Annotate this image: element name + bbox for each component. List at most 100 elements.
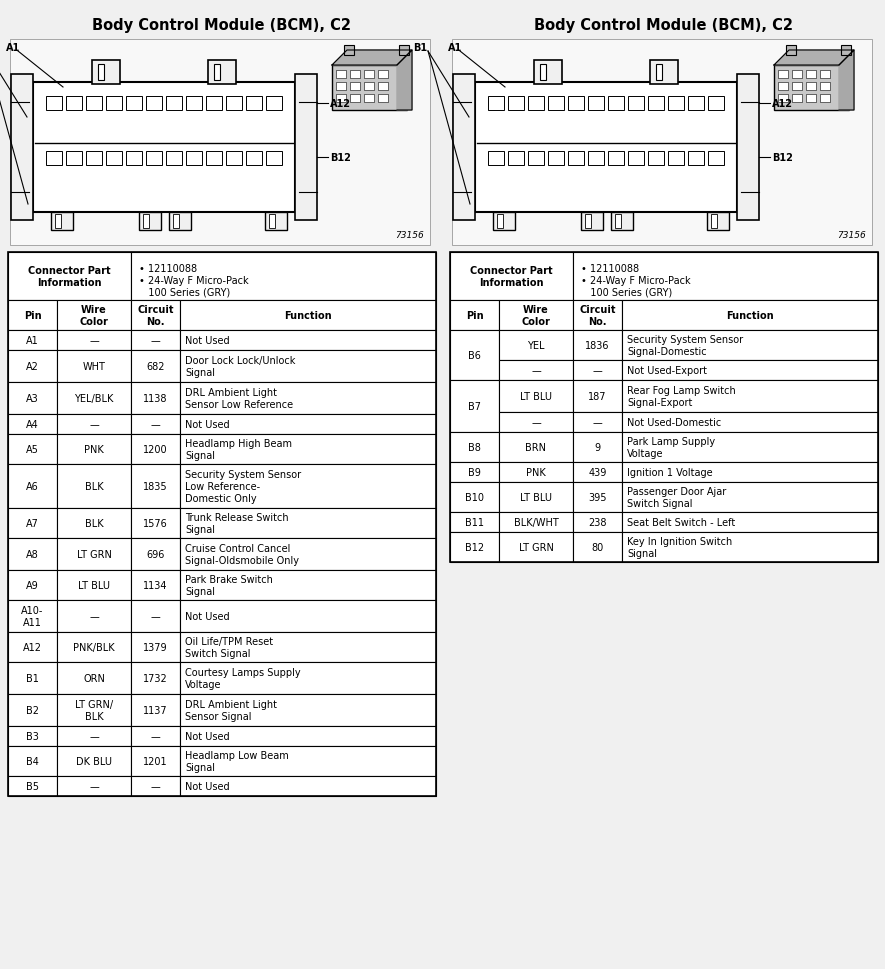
Text: Not Used: Not Used <box>185 732 229 741</box>
Text: 395: 395 <box>589 492 607 503</box>
Bar <box>131 633 180 663</box>
Bar <box>499 360 573 381</box>
Bar <box>499 300 573 330</box>
Bar <box>57 746 131 776</box>
Bar <box>450 483 499 513</box>
Bar <box>488 97 504 110</box>
Bar <box>622 300 878 330</box>
Text: BRN: BRN <box>526 443 547 453</box>
Text: —: — <box>89 781 99 791</box>
Bar <box>806 95 816 103</box>
Text: ORN: ORN <box>83 673 105 683</box>
Bar <box>57 663 131 694</box>
Bar <box>139 213 161 231</box>
Bar <box>841 46 851 56</box>
Text: Park Brake Switch
Signal: Park Brake Switch Signal <box>185 575 273 596</box>
Bar <box>180 663 436 694</box>
Text: A7: A7 <box>26 518 39 528</box>
Bar <box>106 152 122 166</box>
Bar <box>66 152 82 166</box>
Text: Cruise Control Cancel
Signal-Oldsmobile Only: Cruise Control Cancel Signal-Oldsmobile … <box>185 544 299 565</box>
Bar <box>450 532 499 562</box>
Bar <box>131 509 180 539</box>
Text: A4: A4 <box>27 420 39 429</box>
Text: Key In Ignition Switch
Signal: Key In Ignition Switch Signal <box>627 537 732 558</box>
Bar <box>378 71 388 78</box>
Text: B9: B9 <box>468 467 481 478</box>
Bar <box>450 253 878 562</box>
Text: 73156: 73156 <box>396 231 424 239</box>
Bar <box>131 726 180 746</box>
Bar <box>622 432 878 462</box>
Text: Not Used: Not Used <box>185 781 229 791</box>
Bar <box>806 71 816 78</box>
Bar <box>8 539 57 571</box>
Bar <box>166 152 182 166</box>
Bar <box>378 95 388 103</box>
Bar <box>57 464 131 509</box>
Bar <box>336 83 346 91</box>
Text: Security System Sensor
Signal-Domestic: Security System Sensor Signal-Domestic <box>627 335 743 357</box>
Bar <box>8 726 57 746</box>
Bar <box>737 75 759 221</box>
Bar <box>628 97 644 110</box>
Text: • 24-Way F Micro-Pack
   100 Series (GRY): • 24-Way F Micro-Pack 100 Series (GRY) <box>139 276 249 297</box>
Bar <box>573 330 622 360</box>
Bar <box>180 694 436 726</box>
Bar <box>820 83 830 91</box>
Polygon shape <box>774 51 854 66</box>
Bar <box>622 462 878 483</box>
Bar <box>364 71 374 78</box>
Bar <box>166 97 182 110</box>
Text: 1576: 1576 <box>143 518 168 528</box>
Bar <box>57 633 131 663</box>
Bar <box>8 776 57 797</box>
Text: • 24-Way F Micro-Pack
   100 Series (GRY): • 24-Way F Micro-Pack 100 Series (GRY) <box>581 276 690 297</box>
Bar <box>573 483 622 513</box>
Text: BLK: BLK <box>85 518 104 528</box>
Text: B12: B12 <box>465 543 484 552</box>
Bar <box>180 633 436 663</box>
Text: —: — <box>531 418 541 427</box>
Bar <box>622 532 878 562</box>
Bar <box>8 253 436 797</box>
Bar <box>688 152 704 166</box>
Bar <box>186 97 202 110</box>
Text: 682: 682 <box>146 361 165 372</box>
Bar <box>493 213 515 231</box>
Text: Trunk Release Switch
Signal: Trunk Release Switch Signal <box>185 513 289 534</box>
Bar <box>131 694 180 726</box>
Bar <box>499 462 573 483</box>
Bar <box>180 776 436 797</box>
Text: Circuit
No.: Circuit No. <box>580 305 616 327</box>
Text: BLK: BLK <box>85 482 104 491</box>
Bar <box>8 330 57 351</box>
Bar <box>8 351 57 383</box>
Bar <box>707 213 729 231</box>
Bar <box>8 663 57 694</box>
Text: 1835: 1835 <box>143 482 168 491</box>
Text: Passenger Door Ajar
Switch Signal: Passenger Door Ajar Switch Signal <box>627 486 727 509</box>
Text: LT GRN: LT GRN <box>77 549 112 559</box>
Bar <box>573 413 622 432</box>
Bar <box>226 97 242 110</box>
Bar <box>648 97 664 110</box>
Text: 696: 696 <box>146 549 165 559</box>
Bar <box>57 726 131 746</box>
Bar <box>57 571 131 601</box>
Bar <box>8 300 57 330</box>
Text: 1137: 1137 <box>143 705 168 715</box>
Bar <box>86 97 102 110</box>
Text: B8: B8 <box>468 443 481 453</box>
Text: A10-
A11: A10- A11 <box>21 606 43 627</box>
Bar <box>622 360 878 381</box>
Bar <box>332 66 407 110</box>
Bar <box>450 462 499 483</box>
Bar <box>46 97 62 110</box>
Text: Seat Belt Switch - Left: Seat Belt Switch - Left <box>627 517 735 527</box>
Bar <box>535 61 562 85</box>
Text: —: — <box>150 781 160 791</box>
Text: —: — <box>89 335 99 346</box>
Bar <box>573 253 878 300</box>
Text: Circuit
No.: Circuit No. <box>137 305 173 327</box>
